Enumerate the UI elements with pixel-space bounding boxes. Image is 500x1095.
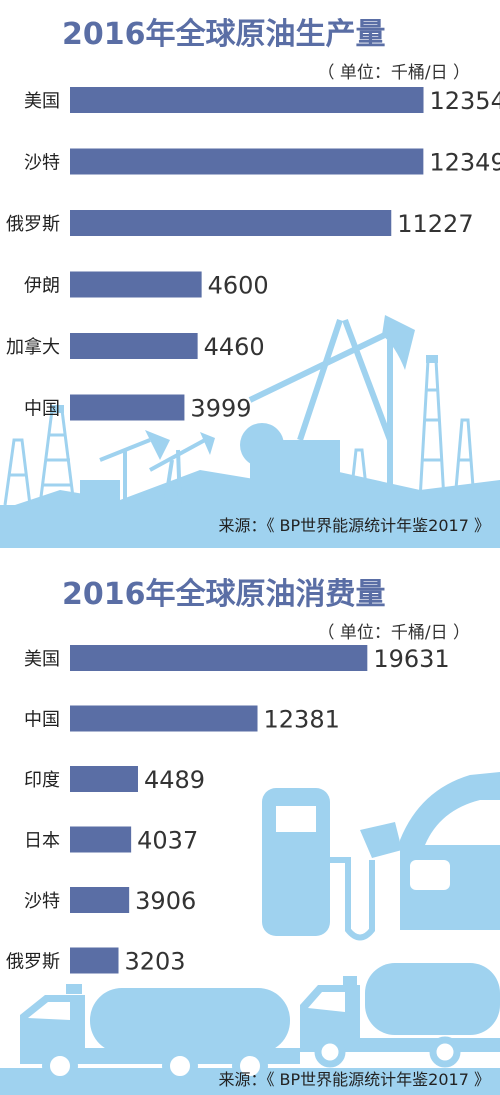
category-label: 俄罗斯 xyxy=(6,214,60,235)
value-label: 3999 xyxy=(190,395,251,423)
bar xyxy=(70,705,258,732)
category-label: 伊朗 xyxy=(24,276,60,297)
value-label: 4489 xyxy=(144,766,205,794)
tanker-truck-icon xyxy=(20,984,300,1084)
bar xyxy=(70,210,392,236)
small-tanker-truck-icon xyxy=(300,963,500,1068)
bar xyxy=(70,271,202,298)
oil-field-illustration xyxy=(0,315,500,548)
category-label: 美国 xyxy=(24,649,60,670)
bar xyxy=(70,148,424,175)
category-label: 沙特 xyxy=(24,153,60,174)
consumption-bar-chart: 2016年全球原油消费量 （ 单位：千桶/日 ） 美国 19631 中国 12381 印… xyxy=(6,577,490,1089)
value-label: 12354 xyxy=(430,87,500,115)
category-label: 加拿大 xyxy=(6,336,60,358)
category-label: 沙特 xyxy=(24,891,60,912)
value-label: 4460 xyxy=(204,333,265,361)
category-label: 中国 xyxy=(24,399,60,420)
category-label: 印度 xyxy=(24,770,60,791)
value-label: 12381 xyxy=(264,706,340,734)
value-label: 3203 xyxy=(125,948,186,976)
bar xyxy=(70,766,138,792)
chart-title: 2016年全球原油消费量 xyxy=(62,577,386,612)
bar xyxy=(70,333,198,359)
bar xyxy=(70,87,424,113)
value-label: 4037 xyxy=(137,827,198,855)
source-note: 来源：《 BP世界能源统计年鉴2017 》 xyxy=(218,1070,490,1089)
fuel-illustration xyxy=(0,772,500,1095)
consumption-chart-panel: 2016年全球原油消费量 （ 单位：千桶/日 ） 美国 19631 中国 12381 印… xyxy=(0,560,500,1095)
bar xyxy=(70,947,119,974)
value-label: 3906 xyxy=(135,887,196,915)
source-note: 来源：《 BP世界能源统计年鉴2017 》 xyxy=(218,516,490,535)
category-label: 美国 xyxy=(24,91,60,112)
bar xyxy=(70,394,185,421)
category-label: 俄罗斯 xyxy=(6,952,60,973)
unit-label: （ 单位：千桶/日 ） xyxy=(317,63,470,83)
value-label: 11227 xyxy=(397,210,473,238)
production-bar-chart: 2016年全球原油生产量 （ 单位：千桶/日 ） 美国 12354 沙特 12349 俄… xyxy=(6,17,500,535)
bar xyxy=(70,826,132,853)
production-chart-panel: 2016年全球原油生产量 （ 单位：千桶/日 ） 美国 12354 沙特 12349 俄… xyxy=(0,17,500,548)
unit-label: （ 单位：千桶/日 ） xyxy=(317,623,470,643)
category-label: 中国 xyxy=(24,710,60,731)
bar xyxy=(70,645,368,671)
chart-title: 2016年全球原油生产量 xyxy=(62,17,386,52)
value-label: 12349 xyxy=(429,149,500,177)
bar xyxy=(70,887,130,913)
category-label: 日本 xyxy=(24,831,60,852)
value-label: 4600 xyxy=(208,272,269,300)
value-label: 19631 xyxy=(373,645,449,673)
